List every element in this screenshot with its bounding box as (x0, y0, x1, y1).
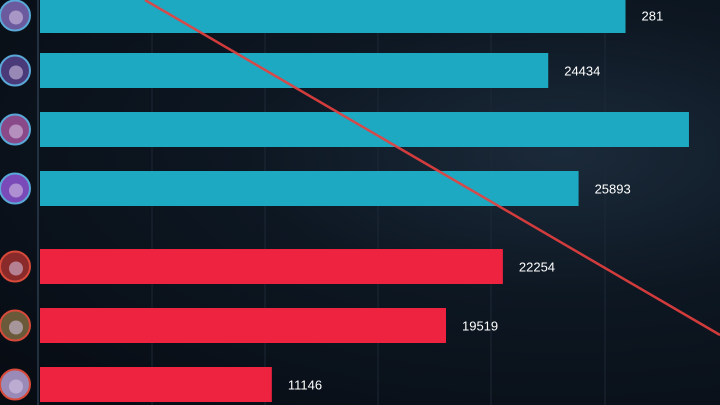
red-overlay-line (144, 0, 720, 337)
red-team-bar-5 (40, 249, 503, 284)
value-label-6: 19519 (462, 319, 498, 334)
avatars-group (0, 0, 31, 401)
champion-avatar-white-hair-icon (0, 368, 31, 401)
value-label-7: 11146 (288, 378, 322, 393)
red-team-bar-6 (40, 308, 446, 343)
champion-avatar-dark-yellow-eyes-icon (0, 54, 31, 87)
value-label-1: 281 (642, 9, 664, 24)
red-team-bar-7 (40, 367, 272, 402)
champion-avatar-purple-hooded-icon (0, 0, 31, 32)
blue-team-bar-3 (40, 112, 689, 147)
bars-group (40, 0, 689, 402)
blue-team-bar-2 (40, 53, 549, 88)
value-label-4: 25893 (595, 182, 631, 197)
blue-team-bar-1 (40, 0, 626, 33)
champion-avatar-violet-creature-icon (0, 172, 31, 205)
value-label-5: 22254 (519, 260, 555, 275)
value-labels-group: 281 24434 25893 22254 19519 11146 (288, 9, 663, 393)
value-label-2: 24434 (564, 64, 600, 79)
champion-avatar-troll-icon (0, 309, 31, 342)
blue-team-bar-4 (40, 171, 579, 206)
champion-avatar-red-armor-icon (0, 250, 31, 283)
champion-avatar-pink-mask-icon (0, 113, 31, 146)
